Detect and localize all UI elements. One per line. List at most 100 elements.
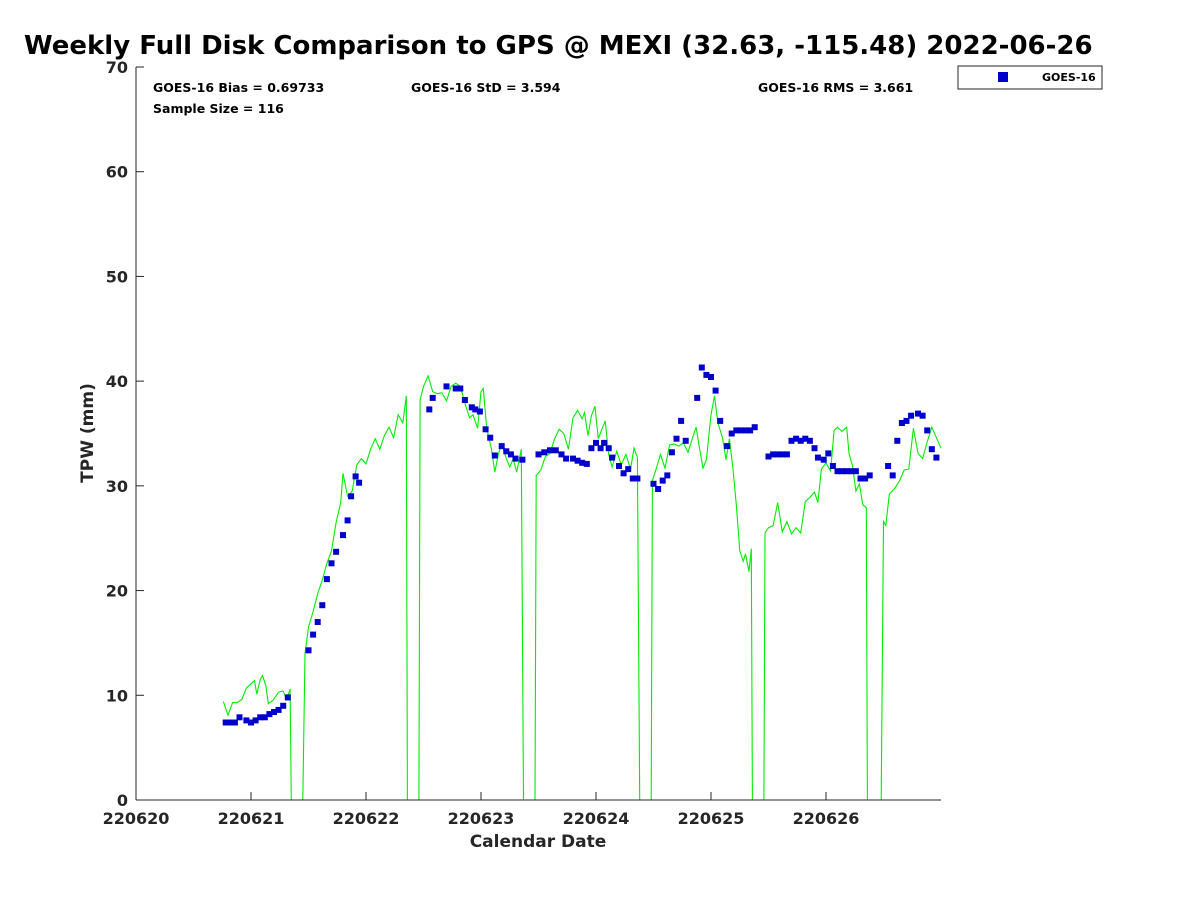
- x-axis-label: Calendar Date: [470, 832, 607, 852]
- goes-16-point: [340, 532, 346, 539]
- y-tick-label: 30: [106, 477, 128, 496]
- goes-16-point: [570, 455, 576, 462]
- goes-16-point: [593, 439, 599, 446]
- goes-16-point: [498, 443, 505, 450]
- goes-16-point: [616, 463, 622, 469]
- goes-16-point: [472, 406, 479, 413]
- goes-16-point: [314, 619, 321, 625]
- goes-16-point: [275, 706, 282, 713]
- goes-16-point: [512, 455, 519, 462]
- x-tick-label: 220623: [448, 809, 515, 828]
- goes-16-point: [248, 719, 254, 726]
- goes-16-point: [552, 447, 559, 454]
- goes-16-point: [788, 437, 795, 444]
- goes-16-point: [747, 427, 754, 434]
- goes-16-point: [535, 451, 542, 458]
- legend-marker-goes-16: [998, 72, 1008, 82]
- goes-16-point: [333, 548, 340, 555]
- goes-16-point: [252, 717, 259, 724]
- bias-stat: GOES-16 Bias = 0.69733: [153, 80, 324, 95]
- std-stat: GOES-16 StD = 3.594: [411, 80, 561, 95]
- goes-16-point: [476, 408, 483, 415]
- x-tick-label: 220620: [103, 809, 170, 828]
- goes-16-point: [261, 714, 268, 721]
- goes-16-point: [898, 420, 905, 426]
- legend: GOES-16: [957, 65, 1103, 90]
- goes-16-point: [843, 468, 850, 475]
- goes-16-point: [811, 445, 818, 452]
- goes-16-point: [629, 475, 636, 482]
- goes-16-point: [563, 455, 570, 462]
- goes-16-point: [733, 427, 740, 434]
- goes-16-point: [802, 435, 809, 442]
- goes-16-point: [908, 412, 915, 419]
- goes-16-point: [609, 454, 616, 461]
- goes-16-point: [664, 472, 671, 479]
- goes-16-point: [698, 364, 705, 371]
- goes-16-point: [797, 437, 804, 444]
- y-tick-label: 70: [106, 58, 128, 77]
- y-tick-label: 0: [117, 791, 128, 810]
- goes-16-point: [487, 434, 494, 441]
- goes-16-point: [634, 475, 641, 482]
- goes-16-point: [724, 443, 731, 450]
- goes-16-point: [852, 468, 859, 475]
- goes-16-point: [742, 427, 749, 434]
- plot-frame: [136, 67, 941, 800]
- goes-16-point: [429, 394, 436, 401]
- goes-16-point: [243, 717, 250, 724]
- goes-16-point: [806, 437, 813, 444]
- y-tick-label: 50: [106, 267, 128, 286]
- x-tick-label: 220625: [678, 809, 745, 828]
- x-tick-label: 220622: [333, 809, 400, 828]
- legend-label-goes-16: GOES-16: [1042, 71, 1096, 84]
- goes-16-point: [236, 714, 243, 721]
- goes-16-point: [507, 451, 514, 458]
- goes-16-point: [323, 576, 330, 583]
- goes-16-point: [673, 435, 680, 442]
- goes-16-point: [588, 445, 595, 452]
- goes-16-point: [834, 468, 841, 475]
- goes-16-point: [655, 486, 662, 492]
- goes-16-point: [924, 427, 931, 434]
- goes-16-point: [820, 456, 827, 463]
- goes-16-point: [443, 383, 450, 390]
- goes-16-point: [839, 468, 846, 475]
- goes-16-point: [305, 647, 312, 654]
- goes-16-point: [694, 394, 701, 401]
- goes-16-point: [668, 449, 675, 456]
- goes-16-point: [583, 460, 590, 467]
- goes-16-point: [222, 719, 229, 726]
- goes-16-point: [519, 456, 526, 463]
- goes-16-point: [682, 437, 689, 444]
- goes-16-point: [894, 437, 901, 444]
- goes-16-point: [650, 480, 657, 487]
- goes-16-point: [468, 404, 475, 411]
- goes-16-point: [231, 719, 238, 726]
- x-tick-label: 220621: [218, 809, 285, 828]
- goes-16-point: [579, 459, 586, 466]
- goes-16-point: [659, 477, 666, 484]
- goes-16-point: [352, 473, 359, 480]
- goes-16-point: [717, 417, 724, 424]
- goes-16-point: [889, 472, 896, 479]
- goes-16-point: [271, 709, 277, 715]
- goes-16-point: [903, 417, 910, 424]
- goes-16-point: [825, 450, 832, 457]
- goes-16-point: [779, 451, 786, 458]
- goes-16-point: [829, 463, 836, 469]
- goes-16-point: [452, 385, 459, 392]
- goes-16-point: [915, 410, 921, 417]
- goes-16-point: [728, 430, 735, 437]
- goes-16-point: [597, 445, 604, 452]
- y-tick-label: 20: [106, 582, 128, 601]
- gps-line: [222, 374, 942, 801]
- x-ticks: 220620 220621 220622 220623 220624 220625 2206…: [103, 792, 859, 828]
- goes-16-point: [344, 517, 351, 524]
- goes-16-point: [814, 454, 821, 461]
- y-ticks: 0 10 20 30 40 50 60 70: [106, 58, 144, 810]
- goes-16-point: [574, 457, 581, 464]
- y-axis-label: TPW (mm): [78, 383, 98, 483]
- goes-16-point: [503, 448, 510, 455]
- goes-16-point: [541, 449, 548, 456]
